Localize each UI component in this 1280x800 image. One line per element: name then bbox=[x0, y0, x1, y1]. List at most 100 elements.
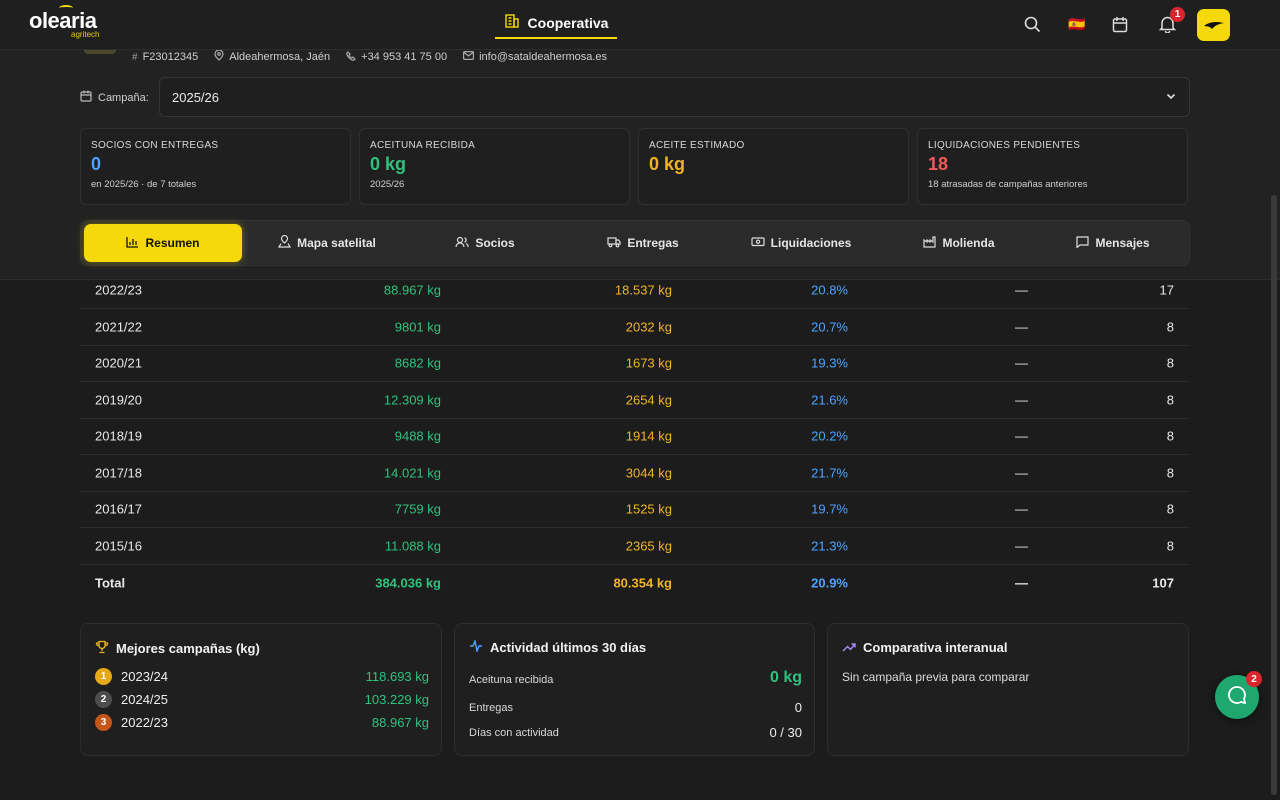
best-kg: 103.229 kg bbox=[364, 692, 429, 707]
cell-oil-kg: 2365 kg bbox=[625, 538, 672, 554]
tab-socios[interactable]: Socios bbox=[406, 224, 564, 262]
year-comparison-card: Comparativa interanual Sin campaña previ… bbox=[827, 623, 1189, 756]
tab-entregas[interactable]: Entregas bbox=[564, 224, 722, 262]
tab-mapa[interactable]: Mapa satelital bbox=[248, 224, 406, 262]
activity-title: Actividad últimos 30 días bbox=[469, 638, 647, 655]
coop-meta: # F23012345 Aldeahermosa, Jaén +34 953 41… bbox=[132, 49, 607, 64]
coop-location: Aldeahermosa, Jaén bbox=[214, 49, 330, 64]
kpi-title: LIQUIDACIONES PENDIENTES bbox=[928, 140, 1081, 151]
trending-up-icon bbox=[842, 640, 856, 655]
table-row: 2022/23 88.967 kg 18.537 kg 20.8% — 17 bbox=[80, 272, 1190, 309]
cell-campaign: 2022/23 bbox=[95, 282, 142, 298]
bar-chart-icon bbox=[126, 236, 139, 251]
coop-phone[interactable]: +34 953 41 75 00 bbox=[346, 50, 448, 64]
tab-liquidaciones[interactable]: Liquidaciones bbox=[722, 224, 880, 262]
cell-yield: 20.8% bbox=[811, 282, 848, 298]
activity-value: 0 kg bbox=[769, 669, 802, 686]
tab-label: Entregas bbox=[627, 236, 679, 250]
bell-icon[interactable] bbox=[1157, 14, 1177, 34]
cell-olive-kg: 384.036 kg bbox=[375, 575, 441, 591]
coop-email-text: info@sataldeahermosa.es bbox=[479, 51, 608, 63]
tab-molienda[interactable]: Molienda bbox=[880, 224, 1038, 262]
list-item: 2 2024/25 103.229 kg bbox=[95, 690, 429, 710]
banknote-icon bbox=[751, 236, 765, 250]
cell-olive-kg: 14.021 kg bbox=[383, 465, 441, 481]
cell-campaign: Total bbox=[95, 575, 126, 591]
rank-badge: 1 bbox=[95, 668, 112, 685]
tab-mensajes[interactable]: Mensajes bbox=[1038, 224, 1188, 262]
coop-tax-id: # F23012345 bbox=[132, 51, 198, 63]
coop-email[interactable]: info@sataldeahermosa.es bbox=[463, 51, 607, 63]
kpi-title: ACEITUNA RECIBIDA bbox=[370, 140, 476, 151]
activity-pulse-icon bbox=[469, 638, 483, 655]
coop-phone-text: +34 953 41 75 00 bbox=[361, 51, 448, 63]
language-flag-icon[interactable]: 🇪🇸 bbox=[1068, 15, 1086, 32]
kpi-title: ACEITE ESTIMADO bbox=[649, 140, 745, 151]
cell-olive-kg: 9488 kg bbox=[394, 428, 441, 444]
activity-value: 0 / 30 bbox=[769, 725, 802, 740]
activity-row: Días con actividad 0 / 30 bbox=[469, 725, 802, 740]
kpi-aceituna: ACEITUNA RECIBIDA 0 kg 2025/26 bbox=[359, 128, 630, 205]
top-bar: olearia agritech Cooperativa 🇪🇸 1 bbox=[0, 0, 1280, 50]
kpi-sub: en 2025/26 · de 7 totales bbox=[91, 179, 197, 190]
tab-cooperativa[interactable]: Cooperativa bbox=[495, 9, 617, 39]
user-avatar[interactable] bbox=[1197, 9, 1230, 41]
campaign-history-table: 2022/23 88.967 kg 18.537 kg 20.8% — 17 2… bbox=[80, 272, 1190, 601]
cell-oil-kg: 2654 kg bbox=[625, 392, 672, 408]
activity-label: Aceituna recibida bbox=[469, 674, 554, 686]
table-row: 2021/22 9801 kg 2032 kg 20.7% — 8 bbox=[80, 309, 1190, 346]
cell-dash: — bbox=[1015, 428, 1028, 444]
list-item: 1 2023/24 118.693 kg bbox=[95, 667, 429, 687]
cell-campaign: 2015/16 bbox=[95, 538, 142, 554]
chevron-down-icon bbox=[1165, 90, 1177, 105]
search-icon[interactable] bbox=[1022, 14, 1042, 34]
tab-label: Molienda bbox=[942, 236, 995, 250]
cell-dash: — bbox=[1015, 538, 1028, 554]
best-year: 2024/25 bbox=[121, 692, 168, 707]
kpi-sub: 18 atrasadas de campañas anteriores bbox=[928, 179, 1088, 190]
coop-tax-id-text: F23012345 bbox=[142, 51, 199, 63]
kpi-socios: SOCIOS CON ENTREGAS 0 en 2025/26 · de 7 … bbox=[80, 128, 351, 205]
comparison-title: Comparativa interanual bbox=[842, 640, 1008, 655]
cell-members: 8 bbox=[1166, 355, 1174, 371]
cell-campaign: 2016/17 bbox=[95, 501, 142, 517]
activity-title-text: Actividad últimos 30 días bbox=[490, 640, 647, 655]
cell-yield: 21.6% bbox=[811, 392, 848, 408]
cell-members: 8 bbox=[1166, 465, 1174, 481]
tab-label: Resumen bbox=[145, 236, 200, 250]
campaign-selector: Campaña: 2025/26 bbox=[80, 77, 1190, 117]
cell-olive-kg: 8682 kg bbox=[394, 355, 441, 371]
cell-members: 8 bbox=[1166, 319, 1174, 335]
page-scrollbar[interactable] bbox=[1271, 195, 1277, 795]
cell-members: 8 bbox=[1166, 538, 1174, 554]
activity-label: Entregas bbox=[469, 702, 514, 714]
tab-resumen[interactable]: Resumen bbox=[84, 224, 242, 262]
cell-dash: — bbox=[1015, 355, 1028, 371]
cell-dash: — bbox=[1015, 575, 1028, 591]
brand-logo[interactable]: olearia agritech bbox=[29, 5, 99, 39]
table-row: 2017/18 14.021 kg 3044 kg 21.7% — 8 bbox=[80, 455, 1190, 492]
tab-label: Socios bbox=[475, 236, 515, 250]
kpi-value: 0 kg bbox=[370, 154, 407, 174]
campaign-select[interactable]: 2025/26 bbox=[159, 77, 1190, 117]
tab-label: Mensajes bbox=[1095, 236, 1150, 250]
activity-card: Actividad últimos 30 días Aceituna recib… bbox=[454, 623, 815, 756]
avatar-mark-icon bbox=[1203, 22, 1224, 29]
tab-cooperativa-label: Cooperativa bbox=[527, 15, 609, 31]
cell-members: 107 bbox=[1152, 575, 1174, 591]
map-pin-icon bbox=[278, 234, 292, 251]
rank-badge: 3 bbox=[95, 714, 112, 731]
truck-icon bbox=[607, 236, 621, 251]
cell-yield: 21.3% bbox=[811, 538, 848, 554]
users-icon bbox=[455, 236, 469, 251]
campaign-label-text: Campaña: bbox=[98, 91, 149, 104]
list-item: 3 2022/23 88.967 kg bbox=[95, 713, 429, 733]
cell-olive-kg: 11.088 kg bbox=[384, 538, 441, 554]
cell-yield: 20.7% bbox=[811, 319, 848, 335]
calendar-icon[interactable] bbox=[1110, 14, 1130, 34]
kpi-liquidaciones: LIQUIDACIONES PENDIENTES 18 18 atrasadas… bbox=[917, 128, 1188, 205]
notifications-badge: 1 bbox=[1170, 7, 1185, 22]
table-row: 2020/21 8682 kg 1673 kg 19.3% — 8 bbox=[80, 346, 1190, 382]
comparison-empty-text: Sin campaña previa para comparar bbox=[842, 670, 1030, 684]
activity-label: Días con actividad bbox=[469, 727, 559, 739]
